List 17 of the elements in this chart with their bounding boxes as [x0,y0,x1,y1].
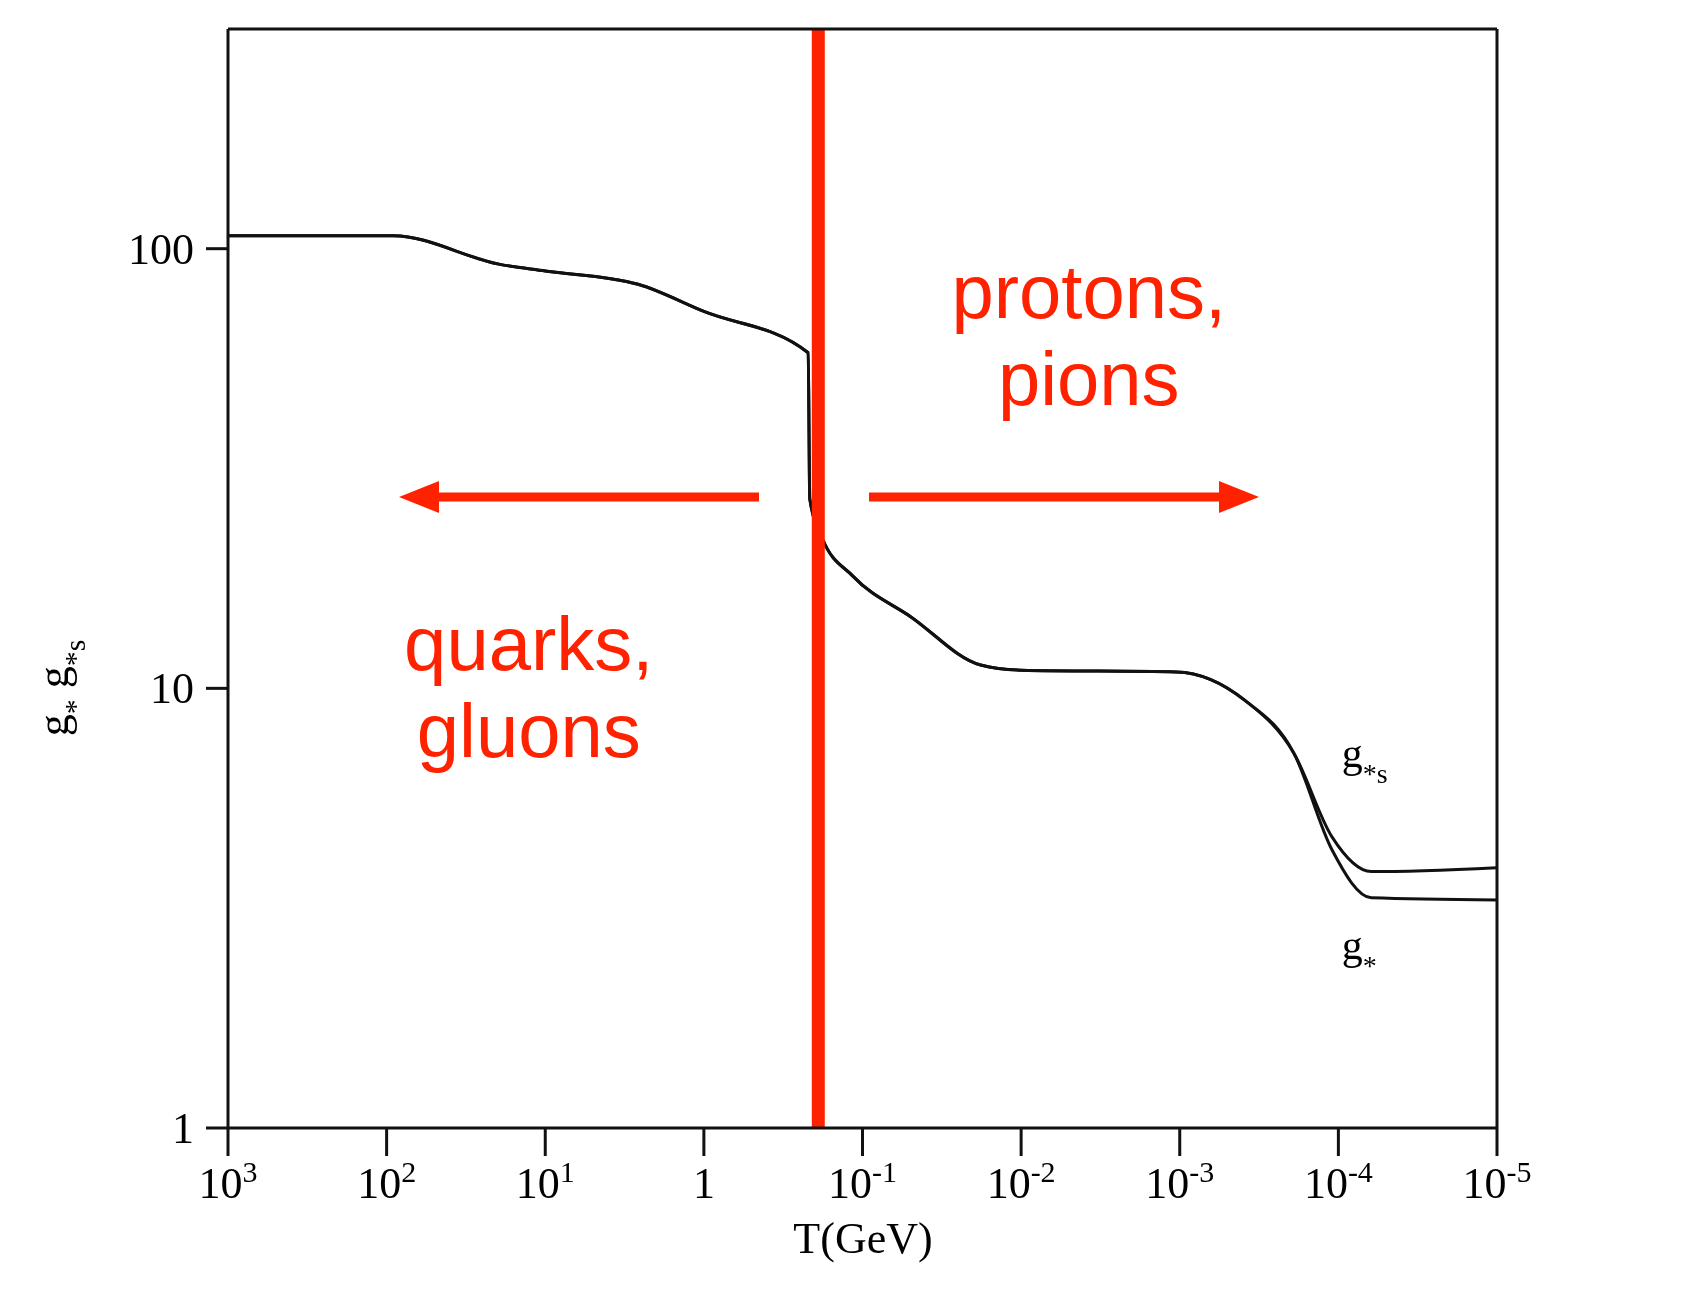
x-tick-label: 10$^{-2}$ [986,1154,1056,1208]
y-tick-label: 100 [128,224,194,274]
x-tick-label: 10$^{3}$ [198,1154,258,1208]
x-tick-label: 10$^{-4}$ [1303,1154,1373,1208]
x-axis-title: T(GeV) [793,1214,933,1263]
annotation: quarks, gluons [403,600,655,775]
x-tick-label: 1 [692,1159,715,1208]
x-tick-label: 10$^{-5}$ [1462,1154,1532,1208]
series-label: g$_{*}$ [1341,922,1377,981]
y-tick-label: 1 [172,1104,194,1153]
y-tick-label: 10 [150,664,194,714]
x-tick-label: 10$^{2}$ [357,1154,417,1208]
annotation: protons, pions [950,248,1228,423]
series-label: g$_{*s}$ [1341,729,1388,789]
x-tick-label: 10$^{1}$ [515,1154,575,1208]
x-tick-label: 10$^{-3}$ [1145,1154,1215,1208]
x-tick-label: 10$^{-1}$ [828,1154,897,1208]
